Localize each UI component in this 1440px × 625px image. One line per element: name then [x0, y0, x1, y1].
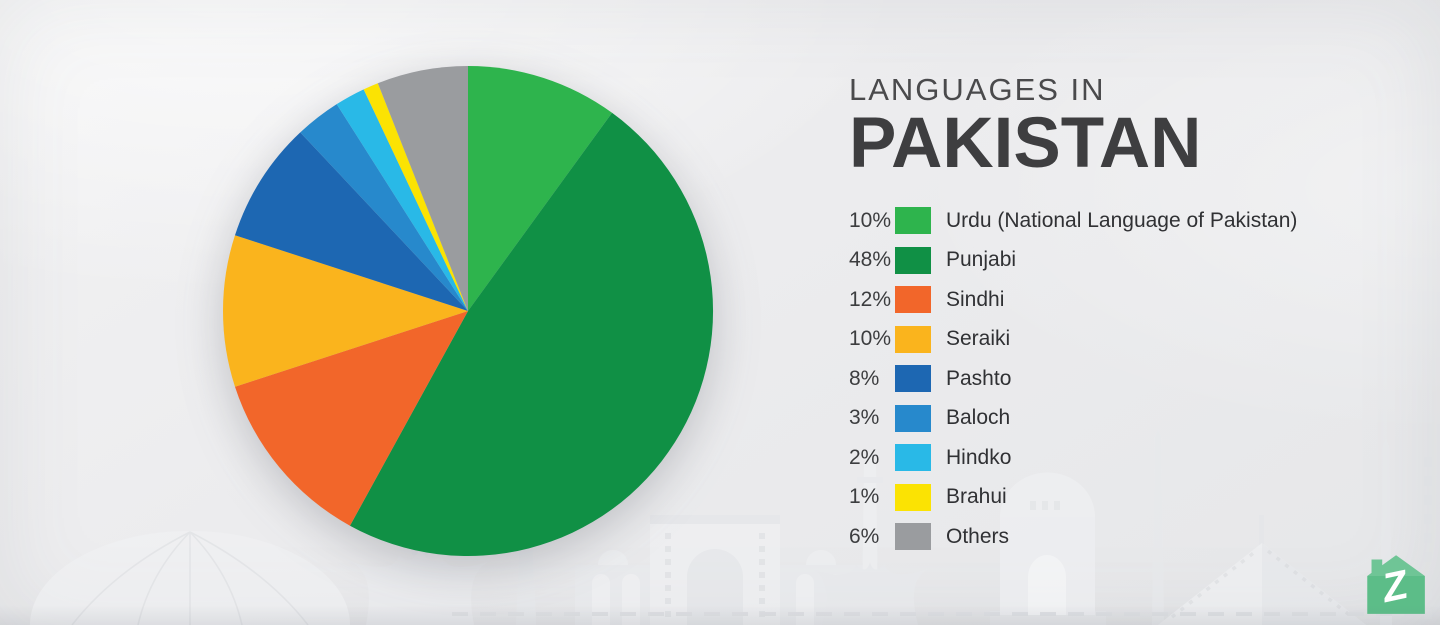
legend-swatch — [895, 444, 931, 472]
info-panel: LANGUAGES IN PAKISTAN 10% Urdu (National … — [849, 72, 1409, 557]
pie-slice-pashto — [234, 132, 468, 311]
legend-row: 6% Others — [849, 517, 1409, 557]
legend-swatch — [895, 365, 931, 393]
pie-slice-sindhi — [234, 311, 468, 526]
legend-percent: 2% — [849, 445, 880, 469]
legend: 10% Urdu (National Language of Pakistan) 4… — [849, 201, 1409, 557]
legend-swatch — [895, 325, 931, 353]
legend-row: 1% Brahui — [849, 478, 1409, 518]
legend-label: Pashto — [946, 366, 1012, 390]
pie-slice-punjabi — [349, 112, 714, 557]
skyline-illustration — [30, 429, 1440, 625]
minar-dome — [30, 531, 350, 625]
legend-label: Hindko — [946, 445, 1012, 469]
legend-percent: 8% — [849, 366, 880, 390]
legend-percent: 3% — [849, 406, 880, 430]
legend-swatch — [895, 523, 931, 551]
legend-label: Baloch — [946, 406, 1011, 430]
legend-label: Seraiki — [946, 327, 1011, 351]
legend-row: 10% Urdu (National Language of Pakistan) — [849, 201, 1409, 241]
legend-row: 8% Pashto — [849, 359, 1409, 399]
chart-title-line1: LANGUAGES IN — [849, 72, 1106, 107]
pie-slice-urdu-national-language-of-pakistan — [468, 66, 613, 311]
zameen-house-logo: Z — [1367, 555, 1425, 614]
legend-label: Others — [946, 524, 1010, 548]
legend-label: Urdu (National Language of Pakistan) — [946, 208, 1298, 232]
legend-row: 48% Punjabi — [849, 241, 1409, 281]
pie-slice-baloch — [300, 104, 468, 311]
legend-percent: 10% — [849, 208, 892, 232]
legend-label: Brahui — [946, 485, 1007, 509]
legend-percent: 10% — [849, 327, 892, 351]
pie-slice-others — [377, 66, 468, 311]
house-icon — [1367, 555, 1425, 614]
legend-row: 10% Seraiki — [849, 320, 1409, 360]
legend-swatch — [895, 286, 931, 314]
pie-chart — [222, 66, 714, 557]
legend-swatch — [895, 207, 931, 235]
pie-slice-brahui — [363, 83, 468, 311]
legend-row: 2% Hindko — [849, 438, 1409, 478]
legend-swatch — [895, 483, 931, 511]
legend-percent: 12% — [849, 287, 892, 311]
legend-label: Punjabi — [946, 248, 1017, 272]
pie-slice-hindko — [336, 89, 468, 311]
legend-row: 3% Baloch — [849, 399, 1409, 439]
legend-percent: 6% — [849, 524, 880, 548]
legend-row: 12% Sindhi — [849, 280, 1409, 320]
pie-slice-seraiki — [222, 235, 468, 387]
legend-percent: 48% — [849, 248, 892, 272]
legend-swatch — [895, 404, 931, 432]
mazar-tomb — [990, 472, 1106, 625]
legend-label: Sindhi — [946, 287, 1005, 311]
legend-percent: 1% — [849, 485, 880, 509]
legend-swatch — [895, 246, 931, 274]
chart-title-line2: PAKISTAN — [849, 104, 1202, 183]
lotus-minaret-center — [812, 453, 928, 625]
